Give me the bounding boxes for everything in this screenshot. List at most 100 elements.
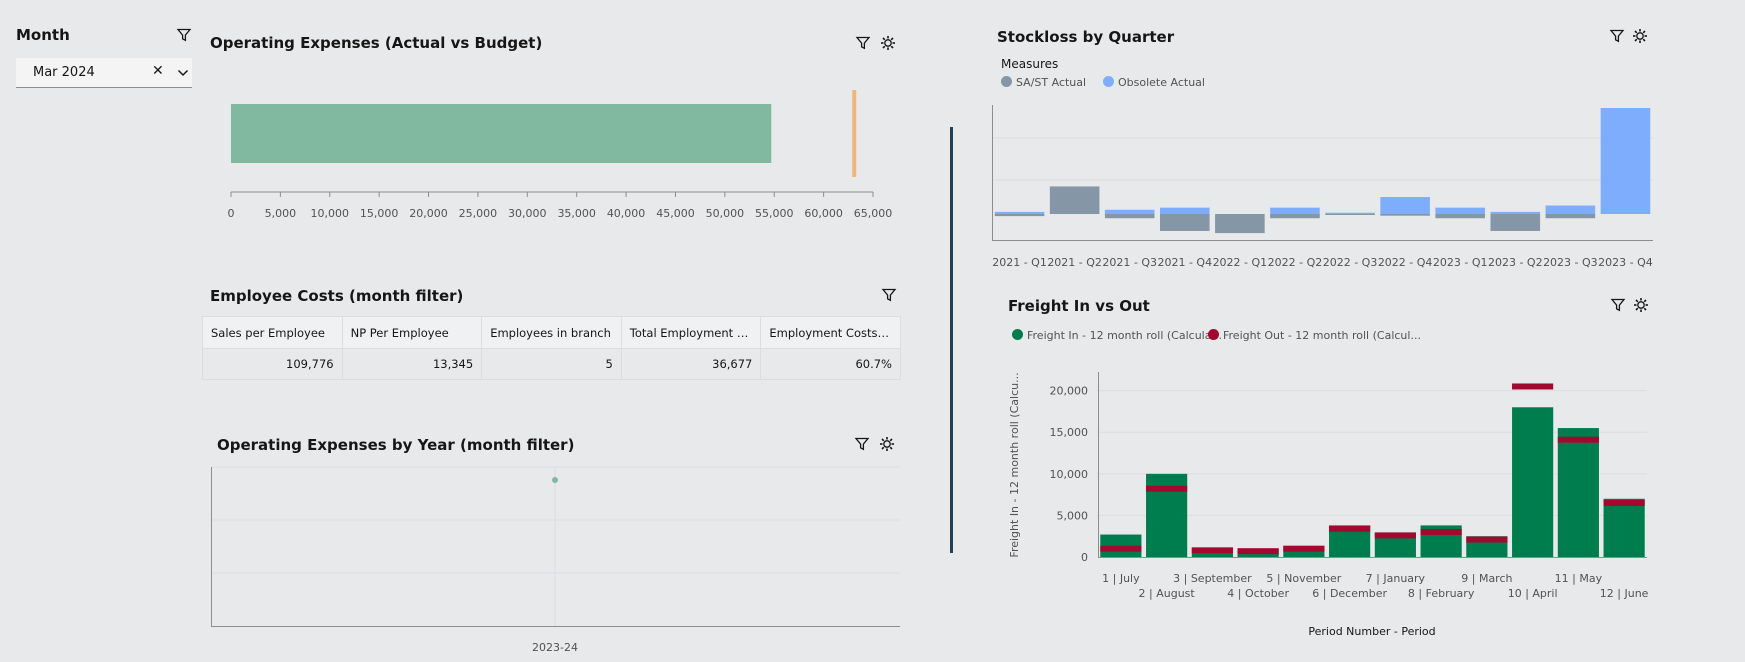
filter-icon[interactable]	[881, 287, 897, 303]
legend-label: Freight Out - 12 month roll (Calcul...	[1223, 329, 1421, 342]
legend-label: SA/ST Actual	[1016, 76, 1087, 89]
x-tick-label: 4 | October	[1227, 587, 1289, 600]
column-header[interactable]: NP Per Employee	[341, 316, 483, 349]
table-cell: 13,345	[341, 348, 483, 380]
freight-out-marker[interactable]	[1512, 383, 1554, 390]
column-header[interactable]: Total Employment C...	[620, 316, 762, 349]
freight-title: Freight In vs Out	[1008, 297, 1150, 315]
bar[interactable]	[1435, 207, 1485, 214]
x-tick-label: 2022 - Q1	[1213, 256, 1268, 269]
clear-selection-icon[interactable]: ✕	[152, 63, 164, 79]
legend-label: Obsolete Actual	[1118, 76, 1205, 89]
filter-icon[interactable]	[1610, 297, 1626, 313]
x-tick-label: 3 | September	[1173, 572, 1252, 585]
freight-out-marker[interactable]	[1557, 436, 1599, 443]
y-tick-label: 5,000	[1057, 509, 1089, 522]
freight-out-marker[interactable]	[1146, 485, 1188, 492]
legend-item-sa-st[interactable]: SA/ST Actual	[1001, 76, 1086, 89]
budget-marker[interactable]	[852, 90, 857, 177]
filter-icon[interactable]	[176, 27, 192, 43]
bar[interactable]	[1104, 209, 1155, 214]
x-tick-label: 11 | May	[1555, 572, 1603, 585]
filter-icon[interactable]	[855, 35, 871, 51]
filter-icon[interactable]	[854, 436, 870, 452]
bar[interactable]	[994, 211, 1045, 214]
x-tick-label: 35,000	[557, 207, 596, 220]
panel-divider	[950, 127, 953, 553]
actual-bar[interactable]	[231, 104, 772, 163]
bar[interactable]	[1545, 214, 1596, 219]
bar[interactable]	[1490, 211, 1541, 214]
column-header[interactable]: Sales per Employee	[202, 316, 343, 349]
bar[interactable]	[1435, 214, 1485, 219]
bar[interactable]	[1160, 214, 1210, 231]
x-tick-label: 2022 - Q2	[1268, 256, 1323, 269]
freight-out-marker[interactable]	[1329, 525, 1371, 532]
freight-out-marker[interactable]	[1237, 548, 1279, 555]
column-header[interactable]: Employees in branch	[481, 316, 622, 349]
freight-out-marker[interactable]	[1191, 547, 1233, 554]
bar[interactable]	[1490, 214, 1541, 231]
bar[interactable]	[1380, 214, 1430, 216]
freight-out-marker[interactable]	[1466, 536, 1508, 543]
chevron-down-icon[interactable]	[176, 66, 190, 80]
bar[interactable]	[1270, 214, 1320, 219]
bar[interactable]	[1600, 108, 1651, 214]
x-tick-label: 2023 - Q4	[1598, 256, 1653, 269]
bar[interactable]	[1215, 214, 1265, 234]
freight-out-marker[interactable]	[1283, 545, 1325, 552]
legend-item-freight-in[interactable]: Freight In - 12 month roll (Calcula...	[1012, 329, 1222, 342]
legend-swatch	[1103, 76, 1114, 87]
x-tick-label: 5,000	[265, 207, 297, 220]
settings-icon[interactable]	[880, 35, 896, 51]
opex-actual-budget-title: Operating Expenses (Actual vs Budget)	[210, 34, 543, 52]
freight-in-bar[interactable]	[1557, 428, 1599, 557]
x-tick-label: 20,000	[409, 207, 448, 220]
bar[interactable]	[1325, 212, 1375, 214]
bar[interactable]	[1270, 207, 1320, 214]
y-tick-label: 0	[1081, 551, 1088, 564]
freight-out-marker[interactable]	[1100, 545, 1142, 552]
bar[interactable]	[994, 214, 1045, 217]
legend-label: Freight In - 12 month roll (Calcula...	[1027, 329, 1222, 342]
legend-item-freight-out[interactable]: Freight Out - 12 month roll (Calcul...	[1208, 329, 1421, 342]
y-tick-label: 20,000	[1050, 385, 1089, 398]
x-tick-label: 9 | March	[1461, 572, 1512, 585]
freight-in-bar[interactable]	[1512, 407, 1554, 557]
x-tick-label: 12 | June	[1600, 587, 1649, 600]
y-tick-label: 10,000	[1050, 468, 1089, 481]
x-tick-label: 8 | February	[1408, 587, 1475, 600]
x-tick-label: 7 | January	[1366, 572, 1426, 585]
bar[interactable]	[1380, 197, 1430, 214]
bar[interactable]	[1325, 214, 1375, 215]
x-tick-label: 2023 - Q3	[1543, 256, 1598, 269]
x-tick-label: 40,000	[607, 207, 646, 220]
data-point[interactable]	[552, 477, 558, 483]
settings-icon[interactable]	[879, 436, 895, 452]
settings-icon[interactable]	[1633, 297, 1649, 313]
filter-icon[interactable]	[1609, 28, 1625, 44]
legend-swatch	[1001, 76, 1012, 87]
bar[interactable]	[1160, 207, 1210, 214]
bar[interactable]	[1104, 214, 1155, 219]
freight-in-bar[interactable]	[1603, 498, 1645, 557]
x-tick-label: 2021 - Q1	[992, 256, 1047, 269]
employee-costs-title: Employee Costs (month filter)	[210, 287, 464, 305]
x-tick-label: 2023-24	[532, 641, 578, 654]
freight-out-marker[interactable]	[1420, 529, 1462, 536]
freight-out-marker[interactable]	[1374, 532, 1416, 539]
freight-out-marker[interactable]	[1603, 499, 1645, 506]
y-axis-title: Freight In - 12 month roll (Calcu...	[1008, 372, 1021, 557]
x-tick-label: 1 | July	[1102, 572, 1140, 585]
column-header[interactable]: Employment Costs ...	[760, 316, 901, 349]
legend-item-obsolete[interactable]: Obsolete Actual	[1103, 76, 1205, 89]
bar[interactable]	[1545, 205, 1596, 214]
x-axis-title: Period Number - Period	[1308, 625, 1435, 638]
settings-icon[interactable]	[1632, 28, 1648, 44]
month-filter-title: Month	[16, 26, 70, 44]
bar[interactable]	[1049, 186, 1100, 214]
month-dropdown[interactable]: Mar 2024 ✕	[16, 58, 192, 88]
x-tick-label: 65,000	[854, 207, 893, 220]
